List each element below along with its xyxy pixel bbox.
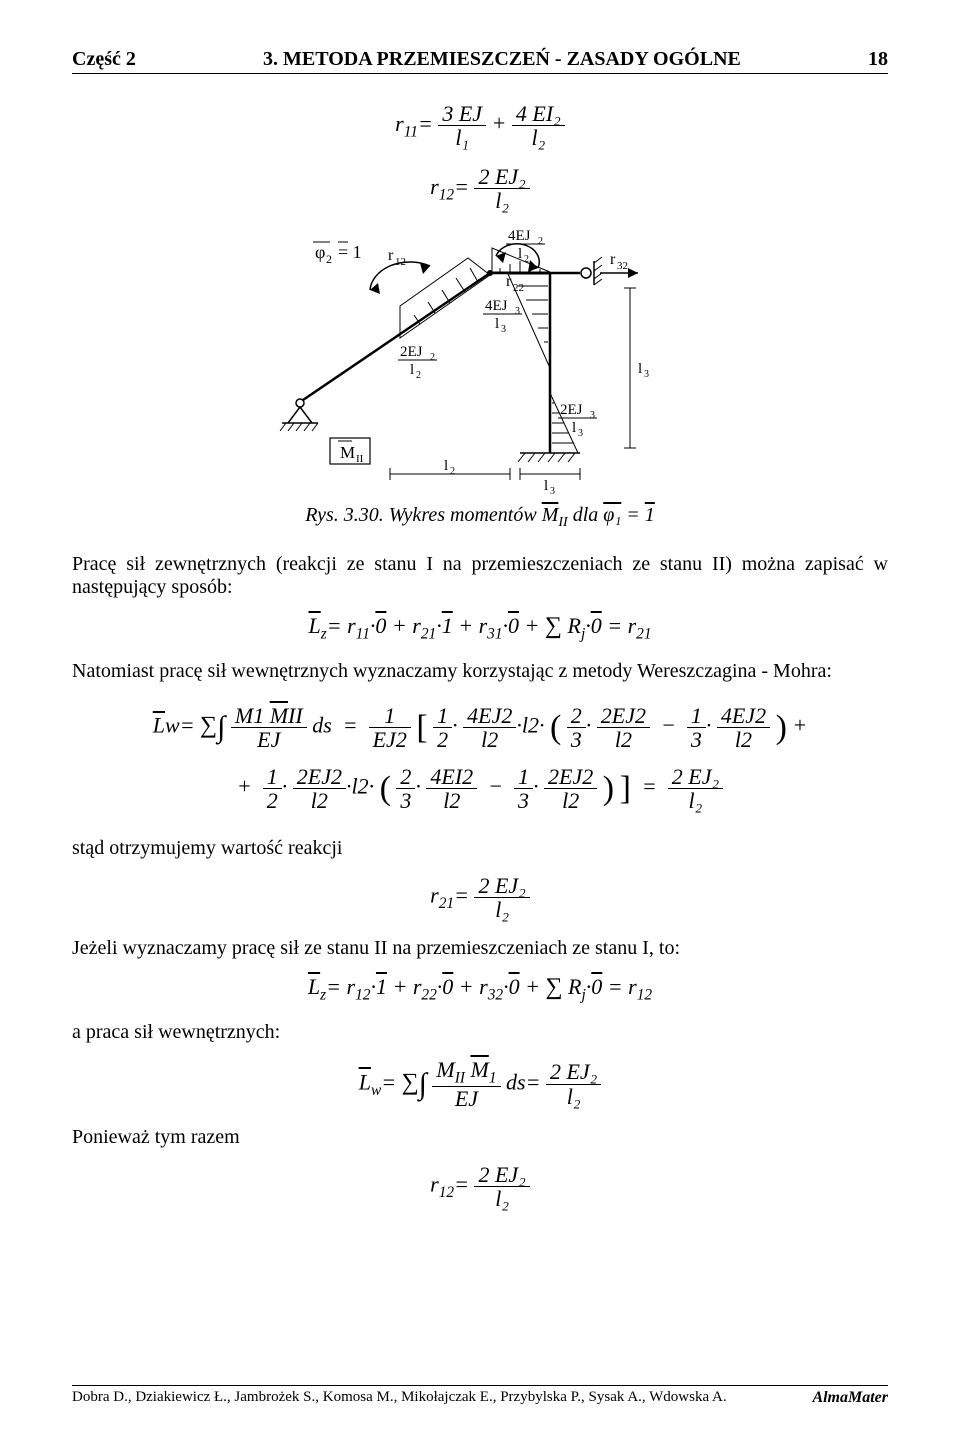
svg-text:l: l	[638, 361, 642, 377]
header-left: Część 2	[72, 48, 136, 71]
svg-text:2: 2	[450, 466, 455, 477]
page-footer: Dobra D., Dziakiewicz Ł., Jambrożek S., …	[72, 1385, 888, 1407]
footer-brand: AlmaMater	[812, 1389, 888, 1407]
equation-r21: r21= 2 EJ₂ l₂	[72, 874, 888, 921]
svg-text:3: 3	[578, 428, 583, 439]
header-center: 3. METODA PRZEMIESZCZEŃ - ZASADY OGÓLNE	[263, 48, 741, 71]
svg-text:3: 3	[550, 486, 555, 497]
equation-Lw-expanded: Lw= ∑∫ M1 MII EJ ds = 1EJ2 [ 12· 4EJ2l2·…	[72, 697, 888, 819]
paragraph-2: Natomiast pracę sił wewnętrznych wyznacz…	[72, 660, 888, 683]
diagram-figure: φ 2 = 1 r12 r22	[260, 228, 700, 498]
paragraph-3: stąd otrzymujemy wartość reakcji	[72, 837, 888, 860]
paragraph-4: Jeżeli wyznaczamy pracę sił ze stanu II …	[72, 937, 888, 960]
svg-text:l: l	[495, 316, 499, 332]
svg-text:II: II	[356, 453, 364, 465]
eq-den: l₂	[512, 126, 565, 149]
equation-r12: r12= 2 EJ₂ l₂	[72, 165, 888, 212]
eq-num: 3 EJ	[438, 102, 486, 126]
svg-text:2: 2	[416, 370, 421, 381]
paragraph-6: Ponieważ tym razem	[72, 1126, 888, 1149]
svg-text:l: l	[544, 478, 548, 494]
footer-authors: Dobra D., Dziakiewicz Ł., Jambrożek S., …	[72, 1389, 727, 1407]
svg-text:l: l	[444, 458, 448, 474]
running-header: Część 2 3. METODA PRZEMIESZCZEŃ - ZASADY…	[72, 48, 888, 74]
svg-text:4EJ: 4EJ	[508, 228, 531, 244]
svg-text:32: 32	[617, 260, 628, 272]
svg-text:r: r	[610, 251, 616, 268]
svg-text:2: 2	[524, 254, 529, 265]
svg-text:2: 2	[538, 236, 543, 247]
svg-text:= 1: = 1	[338, 242, 362, 262]
svg-text:3: 3	[501, 324, 506, 335]
eq-lhs: r11=	[395, 111, 433, 136]
eq-num: 2 EJ₂	[474, 165, 529, 189]
svg-text:3: 3	[644, 369, 649, 380]
svg-text:4EJ: 4EJ	[485, 298, 508, 314]
svg-text:M: M	[340, 443, 355, 462]
equation-r11: r11= 3 EJ l₁ + 4 EI₂ l₂	[72, 102, 888, 149]
svg-text:3: 3	[590, 410, 595, 421]
eq-den: l₁	[438, 126, 486, 149]
eq-den: l₂	[474, 189, 529, 212]
svg-text:2EJ: 2EJ	[560, 402, 583, 418]
figure-caption: Rys. 3.30. Wykres momentów MII dla φ₁ = …	[72, 504, 888, 531]
svg-text:12: 12	[395, 256, 406, 268]
equation-Lz-2: Lz= r12·1 + r22·0 + r32·0 + ∑ Rj·0 = r12	[72, 974, 888, 1004]
svg-text:2: 2	[326, 252, 332, 266]
eq-lhs: r12=	[430, 174, 469, 199]
equation-Lz-1: Lz= r11·0 + r21·1 + r31·0 + ∑ Rj·0 = r21	[72, 613, 888, 643]
header-page: 18	[868, 48, 888, 71]
svg-text:r: r	[388, 247, 394, 264]
svg-text:2: 2	[430, 352, 435, 363]
equation-Lw-2: Lw= ∑∫ MII M1 EJ ds= 2 EJ₂ l₂	[72, 1058, 888, 1111]
svg-text:2EJ: 2EJ	[400, 344, 423, 360]
svg-text:φ: φ	[315, 242, 325, 262]
paragraph-1: Pracę sił zewnętrznych (reakcji ze stanu…	[72, 553, 888, 599]
svg-text:l: l	[572, 420, 576, 436]
svg-text:3: 3	[515, 306, 520, 317]
equation-r12-final: r12= 2 EJ₂ l₂	[72, 1163, 888, 1210]
svg-text:l: l	[410, 362, 414, 378]
paragraph-5: a praca sił wewnętrznych:	[72, 1021, 888, 1044]
svg-text:l: l	[518, 246, 522, 262]
eq-num: 4 EI₂	[512, 102, 565, 126]
